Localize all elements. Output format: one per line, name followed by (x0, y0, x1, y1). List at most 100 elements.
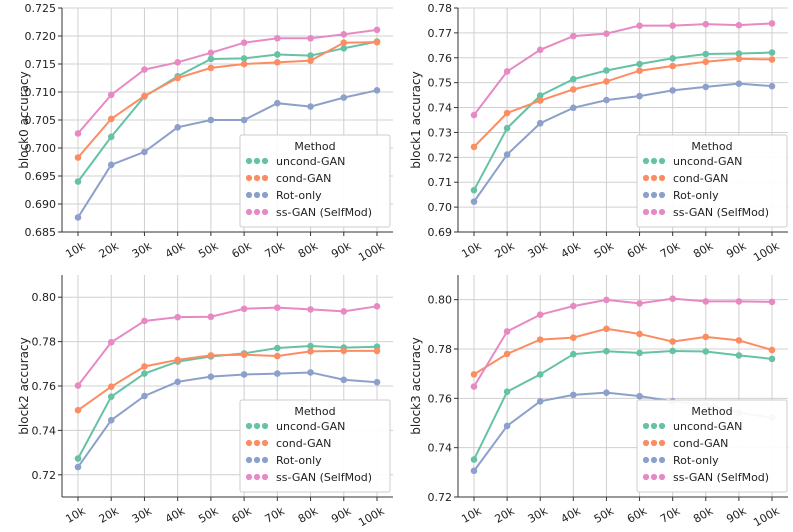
legend-marker (650, 456, 658, 464)
data-point (107, 338, 115, 346)
data-point (240, 55, 248, 62)
series-line (473, 349, 773, 460)
data-point (141, 92, 148, 100)
data-point (735, 50, 743, 57)
data-point (669, 22, 676, 29)
data-point (603, 389, 610, 396)
series-line (77, 28, 378, 135)
data-point (536, 92, 544, 99)
data-point (669, 338, 676, 345)
data-point (307, 57, 314, 64)
ytick-label: 0.74 (428, 442, 453, 455)
data-point (735, 21, 743, 29)
legend-marker (658, 439, 666, 447)
data-point (373, 347, 381, 355)
xtick-label: 100k (751, 504, 782, 529)
legend-entry: uncond-GAN (673, 155, 742, 168)
data-point (274, 304, 281, 311)
legend: Method uncond-GAN cond-GAN Rot-only ss-GAN (… (239, 134, 391, 228)
data-point (570, 86, 577, 93)
data-point (503, 328, 511, 335)
ytick-label: 0.690 (25, 198, 57, 211)
xtick-label: 50k (196, 504, 221, 526)
legend-entry: ss-GAN (SelfMod) (276, 471, 372, 484)
data-point (174, 59, 181, 66)
ytick-label: 0.77 (428, 27, 453, 40)
data-point (240, 116, 248, 124)
legend-entry: Rot-only (276, 189, 322, 202)
data-point (636, 392, 643, 400)
data-point (768, 20, 776, 27)
ytick-label: 0.78 (428, 2, 453, 15)
series-line (473, 57, 773, 148)
legend-title: Method (691, 405, 732, 418)
data-point (768, 355, 776, 363)
data-point (503, 388, 511, 395)
xtick-label: 60k (625, 239, 650, 261)
data-point (603, 325, 610, 333)
data-point (702, 50, 710, 58)
data-point (503, 350, 511, 358)
legend-marker (245, 439, 253, 447)
data-point (702, 83, 710, 91)
xtick-label: 50k (196, 239, 221, 261)
data-point (340, 94, 348, 101)
chart-panel-1: 0.685 0.690 0.695 0.700 0.705 0.710 0.715 0.720… (17, 2, 393, 264)
xtick-label: 100k (356, 504, 387, 529)
data-point (636, 330, 643, 338)
legend-marker (261, 174, 269, 182)
data-point (470, 143, 478, 151)
xtick-label: 70k (263, 504, 288, 526)
legend-marker (261, 157, 269, 165)
data-point (503, 151, 511, 158)
data-point (735, 80, 743, 87)
data-point (207, 352, 215, 359)
data-point (274, 99, 281, 107)
xtick-label: 80k (296, 239, 321, 261)
xtick-label: 90k (329, 239, 354, 261)
ytick-label: 0.70 (428, 201, 453, 214)
y-axis-label: block0 accuracy (17, 71, 31, 168)
series-line (473, 51, 773, 191)
data-point (240, 60, 248, 68)
legend-marker (253, 439, 261, 447)
data-point (570, 391, 577, 399)
data-point (503, 124, 511, 132)
xtick-label: 90k (329, 504, 354, 526)
data-point (74, 130, 82, 137)
y-axis-label: block3 accuracy (409, 337, 423, 434)
legend-entry: cond-GAN (673, 437, 728, 450)
data-point (74, 178, 82, 185)
data-point (340, 308, 348, 315)
legend-entry: uncond-GAN (276, 155, 345, 168)
data-point (174, 378, 181, 386)
data-point (340, 347, 348, 355)
legend-marker (658, 456, 666, 464)
y-axis-label: block1 accuracy (409, 71, 423, 168)
legend-marker (245, 157, 253, 165)
data-point (636, 349, 643, 357)
data-point (470, 383, 478, 390)
data-point (340, 45, 348, 52)
xtick-label: 40k (163, 239, 188, 261)
data-point (373, 26, 381, 34)
data-point (340, 376, 348, 384)
data-point (74, 455, 82, 462)
chart-panel-2: 0.69 0.70 0.71 0.72 0.73 0.74 0.75 0.76 0.77 0.78… (409, 2, 788, 264)
data-point (207, 116, 215, 124)
data-point (470, 467, 478, 475)
data-point (768, 346, 776, 354)
data-point (107, 133, 115, 141)
legend-entry: cond-GAN (276, 437, 331, 450)
data-point (307, 103, 314, 110)
legend-marker (253, 208, 261, 216)
data-point (536, 46, 544, 54)
legend-entry: ss-GAN (SelfMod) (673, 206, 769, 219)
xtick-label: 20k (97, 504, 122, 526)
ytick-label: 0.69 (428, 226, 453, 239)
data-point (174, 74, 181, 82)
xtick-label: 40k (559, 239, 584, 261)
xtick-label: 80k (296, 504, 321, 526)
legend-marker (658, 191, 666, 199)
